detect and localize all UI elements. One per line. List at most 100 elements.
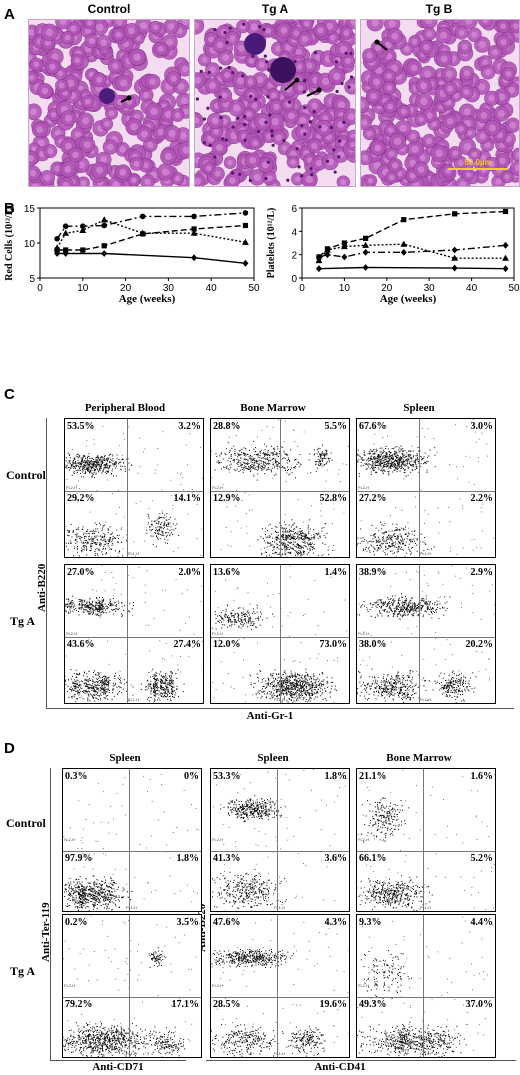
- flow-plot: 67.6% 3.0% 27.2% 2.2% FL2-H FL1-H: [356, 418, 496, 558]
- flow-plot: 53.5% 3.2% 29.2% 14.1% FL2-H FL1-H: [64, 418, 204, 558]
- x-tick-label: 20: [120, 283, 132, 294]
- quadrant-hline: [357, 490, 495, 492]
- data-point: [100, 216, 108, 223]
- flow-dots: [65, 565, 203, 703]
- data-point: [324, 251, 331, 259]
- fl1-axis-tick: FL1-H: [274, 697, 286, 702]
- y-tick-label: 5: [29, 274, 35, 285]
- data-point: [101, 243, 107, 249]
- data-point: [191, 254, 198, 262]
- scale-bar-label: 50.0µm: [464, 158, 492, 167]
- fl2-axis-tick: FL2-H: [64, 837, 76, 842]
- quadrant-lower-left: 12.9%: [213, 492, 241, 504]
- quadrant-lower-left: 66.1%: [359, 853, 387, 865]
- data-point: [62, 229, 70, 236]
- fl1-axis-tick: FL1-H: [128, 697, 140, 702]
- x-tick-label: 10: [77, 283, 89, 294]
- fl2-axis-tick: FL2-H: [66, 485, 78, 490]
- panel-d-x-axis-cd41: Anti-CD41: [314, 1061, 366, 1073]
- fl2-axis-tick: FL2-H: [212, 485, 224, 490]
- data-point: [191, 213, 197, 220]
- fl2-axis-tick: FL2-H: [358, 631, 370, 636]
- flow-plot: 53.3% 1.8% 41.3% 3.6% FL2-H FL1-H: [210, 768, 350, 912]
- fl2-axis-tick: FL2-H: [358, 983, 370, 988]
- fl1-axis-tick: FL1-H: [420, 551, 432, 556]
- data-point: [400, 248, 407, 256]
- flow-dots: [212, 769, 348, 911]
- platelets-chart: 0 10 20 30 40 50 0 2 4 6 Age (weeks) Platelets (10¹…: [266, 204, 520, 305]
- plot-frame: [301, 207, 515, 279]
- quadrant-lower-right: 5.2%: [470, 853, 494, 865]
- x-tick-label: 50: [508, 283, 520, 294]
- quadrant-hline: [211, 490, 349, 492]
- data-point: [502, 254, 509, 261]
- panel-d-row-tg-a: Tg A: [10, 964, 36, 978]
- quadrant-hline: [211, 851, 349, 853]
- data-point: [80, 223, 86, 229]
- quadrant-lower-left: 27.2%: [359, 492, 387, 504]
- quadrant-vline: [129, 769, 131, 911]
- data-point: [191, 226, 197, 232]
- data-point: [242, 222, 249, 229]
- quadrant-vline: [423, 769, 425, 911]
- panel-c-letter: C: [4, 386, 15, 403]
- quadrant-lower-left: 29.2%: [67, 492, 95, 504]
- x-tick-label: 30: [163, 283, 175, 294]
- fl2-axis-tick: FL2-H: [64, 983, 76, 988]
- quadrant-upper-right: 5.5%: [324, 421, 348, 432]
- flow-plot: 0.3% 0% 97.9% 1.8% FL2-H FL1-H: [62, 768, 202, 912]
- quadrant-hline: [357, 636, 495, 638]
- flow-dots: [211, 919, 349, 1057]
- quadrant-lower-left: 79.2%: [65, 999, 93, 1011]
- fl1-axis-tick: FL1-H: [126, 905, 138, 910]
- flow-dots: [357, 419, 495, 557]
- data-point: [451, 264, 458, 272]
- fl1-axis-tick: FL1-H: [420, 1051, 432, 1056]
- series-line-0: [57, 252, 246, 264]
- fl1-axis-tick: FL1-H: [274, 551, 286, 556]
- quadrant-upper-left: 53.5%: [67, 421, 95, 432]
- fl2-axis-tick: FL2-H: [212, 983, 224, 988]
- quadrant-hline: [63, 997, 201, 999]
- fl2-axis-tick: FL2-H: [358, 485, 370, 490]
- data-point: [101, 222, 107, 229]
- quadrant-vline: [127, 565, 129, 703]
- panel-c-row-tg-a: Tg A: [10, 614, 36, 628]
- fl2-axis-tick: FL2-H: [66, 631, 78, 636]
- quadrant-hline: [357, 997, 495, 999]
- quadrant-lower-right: 52.8%: [319, 492, 348, 504]
- quadrant-upper-right: 3.5%: [176, 917, 200, 928]
- series-line-1: [318, 210, 506, 258]
- quadrant-lower-right: 2.2%: [470, 492, 494, 504]
- quadrant-lower-right: 37.0%: [465, 999, 494, 1011]
- panel-d-x-axis-line-2: [206, 1060, 516, 1061]
- x-tick-label: 20: [381, 283, 393, 294]
- panel-c-x-axis-line: [46, 708, 514, 709]
- quadrant-lower-right: 20.2%: [465, 638, 494, 650]
- data-point: [139, 229, 147, 236]
- fl1-axis-tick: FL1-H: [420, 697, 432, 702]
- quadrant-upper-right: 3.2%: [178, 421, 202, 432]
- data-point: [315, 265, 322, 273]
- x-tick-label: 40: [206, 283, 218, 294]
- quadrant-upper-right: 4.4%: [470, 917, 494, 928]
- data-point: [341, 253, 348, 261]
- quadrant-upper-left: 67.6%: [359, 421, 387, 432]
- quadrant-vline: [423, 915, 425, 1057]
- quadrant-hline: [65, 490, 203, 492]
- panel-c-x-axis-label: Anti-Gr-1: [246, 710, 294, 722]
- panel-a-header-tg-a: Tg A: [261, 2, 289, 16]
- x-tick-label: 0: [37, 283, 43, 294]
- quadrant-upper-right: 1.4%: [324, 567, 348, 578]
- quadrant-hline: [357, 851, 495, 853]
- panel-d-x-axis-line-1: [50, 1060, 186, 1061]
- panel-d-col-spleen-1: Spleen: [109, 752, 141, 764]
- panel-c-col-bone-marrow: Bone Marrow: [240, 402, 306, 414]
- quadrant-upper-left: 28.8%: [213, 421, 241, 432]
- series-line-2: [56, 219, 246, 249]
- quadrant-vline: [280, 565, 281, 703]
- data-point: [363, 235, 369, 241]
- quadrant-upper-right: 2.9%: [470, 567, 494, 578]
- data-point: [63, 247, 69, 253]
- quadrant-lower-right: 19.6%: [319, 999, 348, 1011]
